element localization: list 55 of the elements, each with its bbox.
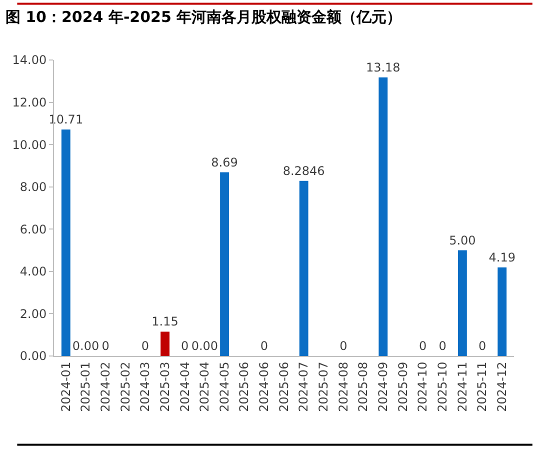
data-label: 0.00 <box>191 339 218 353</box>
x-tick-label: 2024-06 <box>257 362 272 412</box>
bar <box>220 172 229 356</box>
y-tick-label: 12.00 <box>12 95 47 110</box>
data-label: 4.19 <box>488 250 516 264</box>
data-label: 0 <box>418 339 427 353</box>
x-tick-label: 2024-07 <box>296 362 311 412</box>
y-tick-label: 2.00 <box>20 306 47 321</box>
data-label: 0 <box>181 339 189 353</box>
x-tick-label: 2025-01 <box>78 362 93 412</box>
data-label: 0 <box>102 339 110 353</box>
bar <box>299 180 308 356</box>
x-tick-label: 2024-05 <box>217 362 232 412</box>
x-tick-label: 2025-09 <box>396 362 410 412</box>
data-label: 1.15 <box>152 314 178 329</box>
data-label: 0 <box>141 339 150 353</box>
x-tick-label: 2024-11 <box>455 362 470 412</box>
bar <box>458 250 467 356</box>
data-label: 0.00 <box>72 339 100 353</box>
data-label: 0 <box>478 339 486 353</box>
chart-title: 图 10：2024 年-2025 年河南各月股权融资金额（亿元） <box>5 8 402 26</box>
data-label: 8.69 <box>211 155 238 170</box>
x-tick-label: 2025-03 <box>158 362 172 412</box>
y-tick-label: 6.00 <box>20 222 47 236</box>
data-label: 13.18 <box>366 60 400 74</box>
data-label: 8.2846 <box>282 164 325 178</box>
x-tick-label: 2025-07 <box>316 362 331 412</box>
x-tick-label: 2025-08 <box>356 362 370 412</box>
x-tick-label: 2025-02 <box>118 362 132 412</box>
x-tick-label: 2025-06 <box>276 362 291 412</box>
x-tick-label: 2024-03 <box>138 362 152 412</box>
bar <box>498 267 507 356</box>
data-label: 0 <box>260 339 268 353</box>
x-tick-label: 2025-10 <box>436 362 450 412</box>
x-tick-label: 2025-11 <box>475 362 490 412</box>
x-tick-label: 2024-01 <box>58 362 73 412</box>
x-tick-label: 2024-02 <box>98 362 112 412</box>
bar <box>160 332 170 356</box>
x-tick-label: 2025-04 <box>198 362 212 412</box>
y-tick-label: 8.00 <box>20 180 47 194</box>
y-tick-label: 4.00 <box>20 264 47 279</box>
x-tick-label: 2025-06 <box>237 362 252 412</box>
data-label: 0 <box>340 339 348 353</box>
x-tick-label: 2024-08 <box>336 362 350 412</box>
data-label: 0 <box>438 339 446 353</box>
data-label: 5.00 <box>449 233 476 248</box>
y-tick-label: 0.00 <box>20 349 47 364</box>
bar <box>61 130 70 356</box>
x-tick-label: 2024-09 <box>376 362 390 412</box>
x-tick-label: 2024-04 <box>178 362 192 412</box>
bar <box>378 77 388 356</box>
x-tick-label: 2024-12 <box>495 362 509 412</box>
y-tick-label: 10.00 <box>12 138 47 152</box>
y-tick-label: 14.00 <box>12 53 47 68</box>
x-tick-label: 2024-10 <box>416 362 430 412</box>
